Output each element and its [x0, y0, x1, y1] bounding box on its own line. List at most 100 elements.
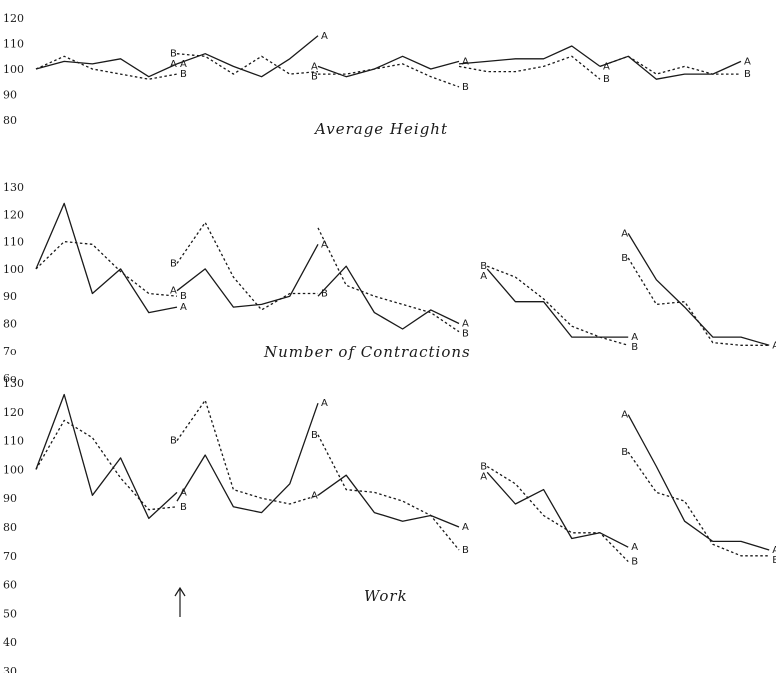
series-b-line: [458, 55, 601, 80]
series-b-line: [486, 265, 629, 346]
series-label: A: [772, 545, 776, 556]
series-label: B: [462, 545, 469, 556]
series-a-line: [35, 202, 178, 314]
series-a-line: [627, 414, 770, 551]
y-tick-label: 80: [3, 114, 17, 127]
series-b-line: [35, 55, 178, 80]
y-tick-label: 90: [3, 89, 17, 102]
series-label: B: [180, 291, 187, 302]
series-label: B: [311, 71, 318, 82]
series-b-line: [176, 221, 318, 311]
series-a-line: [486, 268, 629, 338]
series-a-line: [176, 402, 319, 514]
series-label: A: [311, 490, 318, 501]
y-tick-label: 30: [3, 665, 17, 673]
series-label: A: [180, 487, 187, 498]
series-a-line: [486, 471, 629, 548]
y-tick-label: 100: [3, 63, 24, 76]
series-a-line: [317, 474, 460, 528]
series-a-line: [35, 393, 178, 520]
series-b-line: [486, 465, 629, 563]
series-b-line: [317, 227, 460, 333]
chart-panel-2: 13012011010090807060504030WorkABABABBAAB…: [3, 377, 776, 673]
series-label: B: [311, 430, 318, 441]
chart-title: Number of Contractions: [263, 343, 471, 361]
series-b-line: [35, 240, 178, 297]
series-label: A: [631, 332, 638, 343]
series-label: B: [170, 49, 177, 60]
series-label: A: [321, 31, 328, 42]
series-label: B: [170, 258, 177, 269]
series-label: A: [462, 56, 469, 67]
series-label: A: [180, 59, 187, 70]
series-b-line: [627, 451, 770, 557]
series-label: A: [321, 398, 328, 409]
series-label: B: [321, 288, 328, 299]
series-a-line: [317, 55, 460, 78]
y-tick-label: 130: [3, 181, 24, 194]
series-b-line: [599, 55, 741, 75]
arrow-up-icon: [174, 586, 186, 617]
y-tick-label: 100: [3, 263, 24, 276]
y-tick-label: 90: [3, 492, 17, 505]
series-label: B: [772, 555, 776, 566]
series-label: B: [480, 462, 487, 473]
chart-title: Work: [364, 587, 408, 605]
series-label: B: [170, 436, 177, 447]
series-label: AB: [772, 340, 776, 351]
series-b-line: [35, 419, 178, 511]
series-label: A: [311, 61, 318, 72]
series-label: A: [480, 472, 487, 483]
series-a-line: [599, 55, 742, 80]
chart-panel-1: 130 120 110 100 90 80 7o 6o Number of Contractio…: [3, 181, 776, 385]
series-label: A: [480, 271, 487, 282]
series-b-line: [627, 257, 770, 346]
y-tick-label: 110: [3, 236, 24, 249]
y-tick-label: 90: [3, 290, 17, 303]
y-tick-label: 110: [3, 435, 24, 448]
series-b-line: [318, 63, 460, 88]
series-label: A: [744, 56, 751, 67]
y-tick-label: 6o: [3, 372, 17, 385]
series-label: B: [631, 557, 638, 568]
series-label: B: [180, 502, 187, 513]
series-a-line: [317, 265, 460, 330]
series-label: B: [621, 447, 628, 458]
series-label: A: [321, 239, 328, 250]
y-tick-label: 120: [3, 12, 24, 25]
series-b-line: [176, 399, 319, 505]
y-tick-label: 60: [3, 579, 17, 592]
chart-title: Average Height: [313, 120, 448, 138]
series-label: A: [603, 61, 610, 72]
y-tick-label: 50: [3, 607, 17, 620]
series-label: A: [631, 542, 638, 553]
series-label: B: [462, 82, 469, 93]
y-tick-label: 130: [3, 377, 24, 390]
series-label: A: [462, 319, 469, 330]
series-label: A: [170, 59, 177, 70]
series-a-line: [627, 233, 770, 346]
y-tick-label: 110: [3, 38, 24, 51]
series-label: B: [621, 253, 628, 264]
series-label: B: [462, 329, 469, 340]
y-tick-label: 80: [3, 318, 17, 331]
series-label: A: [621, 228, 628, 239]
series-label: A: [170, 286, 177, 297]
y-tick-label: 40: [3, 636, 17, 649]
y-tick-label: 100: [3, 463, 24, 476]
series-label: B: [631, 342, 638, 353]
y-tick-label: 7o: [3, 345, 17, 358]
series-a-line: [176, 35, 319, 78]
series-a-line: [458, 45, 601, 67]
series-label: B: [744, 69, 751, 80]
series-label: A: [621, 410, 628, 421]
y-tick-label: 120: [3, 208, 24, 221]
series-a-line: [176, 243, 319, 308]
y-tick-label: 80: [3, 521, 17, 534]
series-label: B: [603, 74, 610, 85]
series-b-line: [317, 434, 460, 551]
series-a-line: [35, 58, 178, 78]
